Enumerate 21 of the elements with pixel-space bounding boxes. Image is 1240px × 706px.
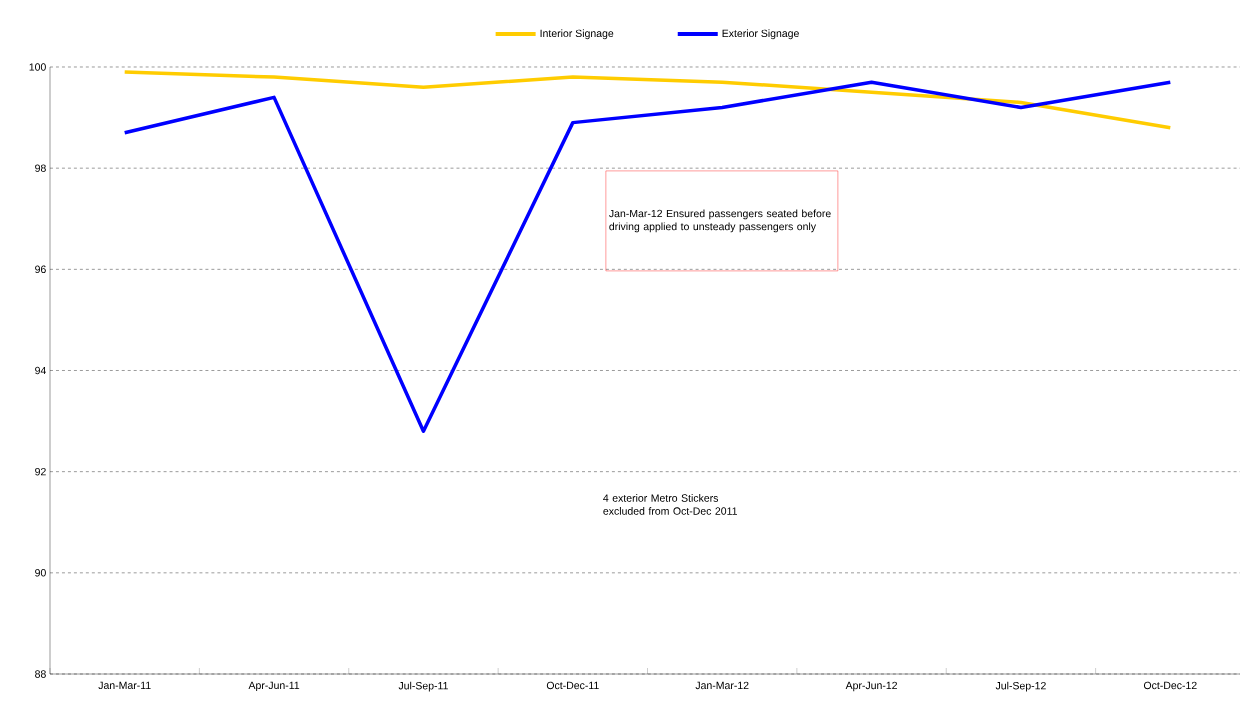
y-tick-label: 94 — [35, 366, 46, 375]
x-tick-label: Jan-Mar-11 — [98, 681, 151, 690]
legend-label: Exterior Signage — [722, 29, 799, 40]
y-tick-label: 100 — [29, 63, 46, 71]
y-tick-label: 98 — [35, 164, 46, 172]
x-tick-label: Oct-Dec-12 — [1143, 681, 1197, 690]
x-tick-label: Oct-Dec-11 — [546, 681, 599, 690]
line-series — [122, 70, 1173, 130]
legend-label: Interior Signage — [540, 29, 614, 40]
y-tick-label: 92 — [35, 467, 46, 476]
annotation: 4 exterior Metro Stickers excluded from Oct-Dec 2011 — [603, 494, 737, 515]
x-tick-label: Apr-Jun-11 — [248, 681, 300, 692]
y-tick-label: 90 — [35, 569, 46, 577]
x-tick-label: Jul-Sep-12 — [995, 681, 1046, 692]
x-tick-label: Jan-Mar-12 — [695, 681, 749, 690]
x-tick-label: Apr-Jun-12 — [845, 681, 897, 692]
line-series — [122, 80, 1173, 433]
x-tick-label: Jul-Sep-11 — [398, 681, 448, 692]
annotation: Jan-Mar-12 Ensured passengers seated before driving applied to unsteady passengers only — [609, 209, 831, 233]
y-tick-label: 96 — [35, 265, 46, 274]
y-tick-label: 88 — [35, 670, 46, 678]
